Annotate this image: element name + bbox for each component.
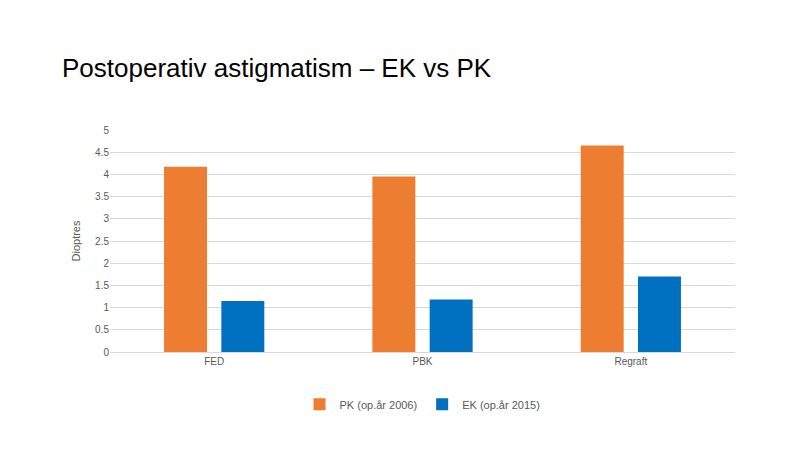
svg-text:3.5: 3.5 xyxy=(95,191,109,202)
svg-text:FED: FED xyxy=(204,356,224,367)
svg-text:4.5: 4.5 xyxy=(95,147,109,158)
svg-text:PK (op.år 2006): PK (op.år 2006) xyxy=(340,399,418,411)
svg-text:3: 3 xyxy=(103,213,109,224)
svg-text:2.5: 2.5 xyxy=(95,236,109,247)
svg-text:Regraft: Regraft xyxy=(614,356,647,367)
svg-text:1.5: 1.5 xyxy=(95,280,109,291)
svg-text:5: 5 xyxy=(103,125,109,136)
svg-text:2: 2 xyxy=(103,258,109,269)
svg-text:1: 1 xyxy=(103,302,109,313)
svg-text:4: 4 xyxy=(103,169,109,180)
svg-text:0.5: 0.5 xyxy=(95,324,109,335)
svg-text:Dioptres: Dioptres xyxy=(70,220,82,261)
svg-text:0: 0 xyxy=(103,347,109,358)
svg-text:Postoperativ astigmatism – EK: Postoperativ astigmatism – EK vs PK xyxy=(62,53,492,83)
svg-text:PBK: PBK xyxy=(412,356,432,367)
svg-text:EK (op.år 2015): EK (op.år 2015) xyxy=(462,399,540,411)
